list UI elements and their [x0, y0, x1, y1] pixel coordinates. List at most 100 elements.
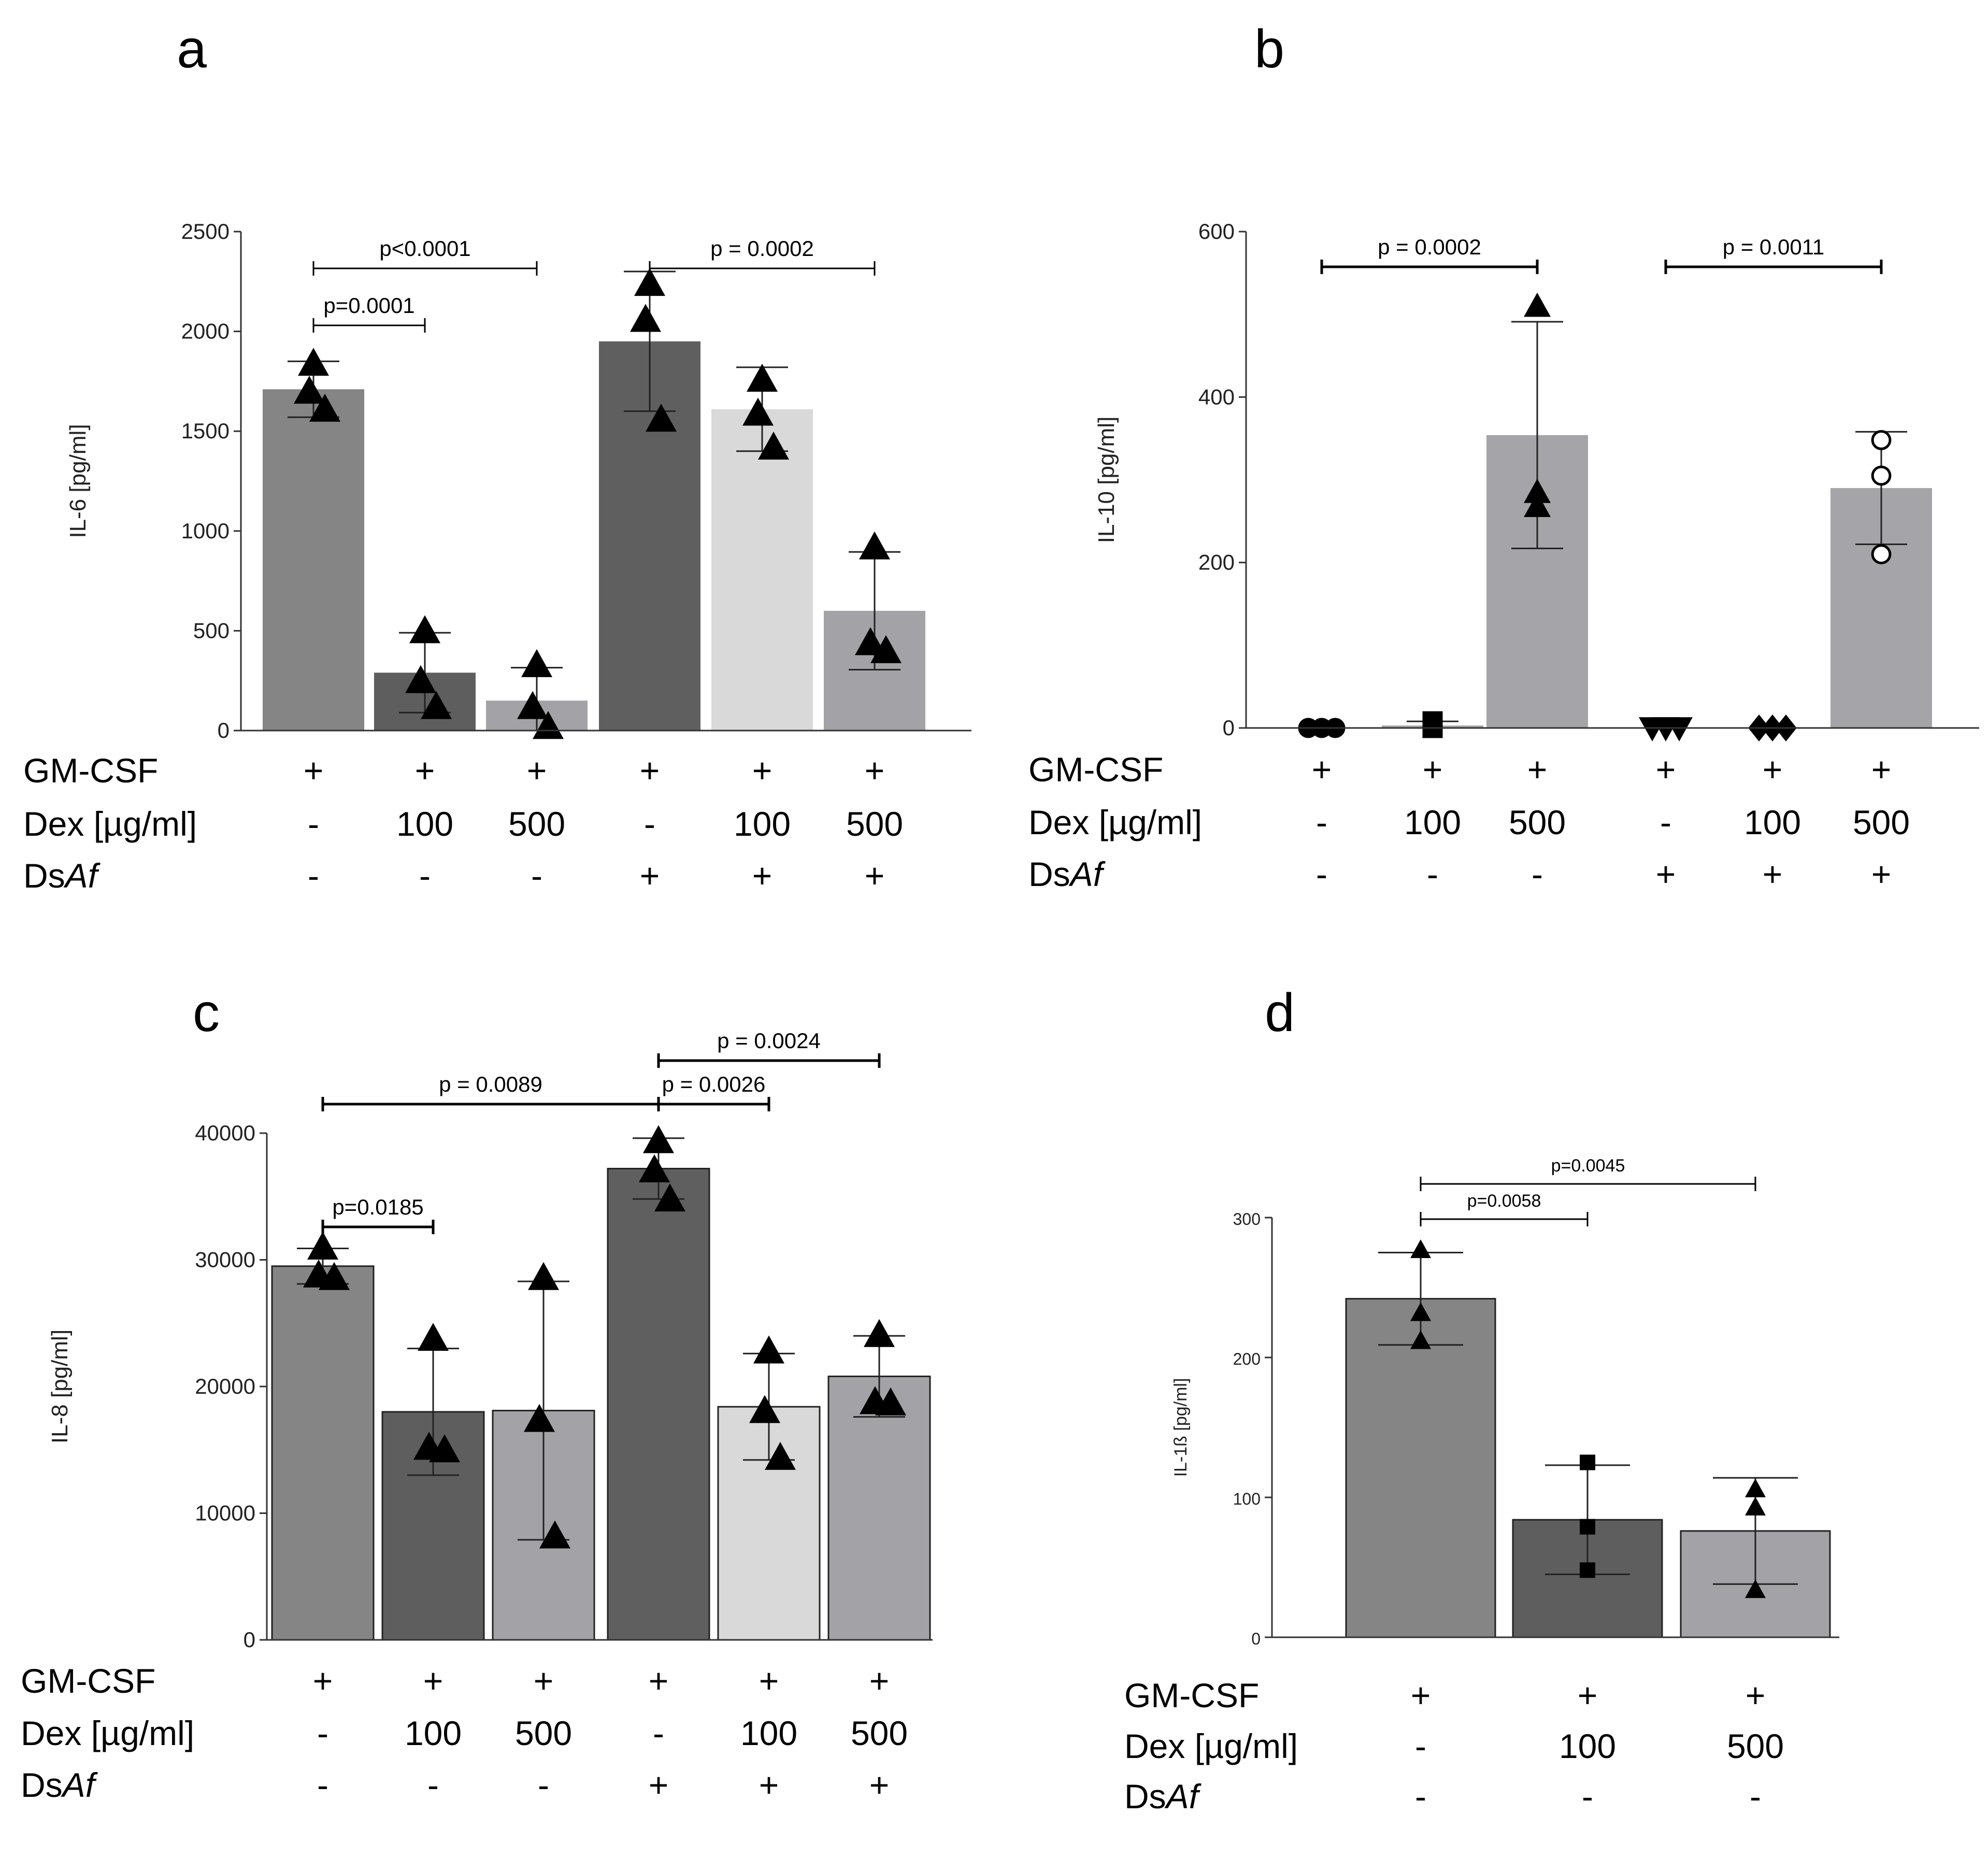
p-value-label: p=0.0045 — [1551, 1156, 1625, 1176]
data-point — [1745, 1579, 1766, 1598]
data-point — [1410, 1239, 1431, 1259]
p-value-label: p = 0.0026 — [662, 1072, 766, 1096]
condition-label: GM-CSF — [21, 1662, 155, 1700]
condition-value: - — [427, 1766, 439, 1804]
condition-value: + — [1746, 1676, 1766, 1714]
data-point — [421, 691, 452, 719]
condition-value: + — [640, 856, 660, 895]
condition-label: Dex [µg/ml] — [23, 805, 197, 843]
y-tick-label: 400 — [1198, 384, 1235, 409]
data-point — [1580, 1454, 1595, 1470]
data-point — [533, 711, 564, 739]
condition-value: + — [1423, 750, 1443, 789]
condition-value: - — [1427, 855, 1438, 893]
p-value-label: p = 0.0089 — [439, 1072, 542, 1096]
condition-value: - — [653, 1714, 664, 1752]
condition-value: + — [304, 751, 324, 790]
y-axis-label: IL-6 [pg/ml] — [65, 424, 91, 538]
condition-value: + — [534, 1662, 554, 1700]
y-tick-label: 100 — [1233, 1490, 1261, 1508]
y-tick-label: 30000 — [195, 1248, 255, 1272]
data-point — [409, 615, 440, 644]
data-point — [765, 1441, 796, 1470]
data-point — [643, 1125, 674, 1153]
condition-label: Dex [µg/ml] — [21, 1714, 194, 1752]
data-point — [859, 531, 890, 560]
data-point — [1745, 1496, 1766, 1516]
data-point — [524, 1404, 555, 1432]
panel-letter: d — [1265, 983, 1295, 1043]
data-point — [309, 393, 340, 422]
condition-value: 500 — [1727, 1727, 1784, 1765]
condition-value: 500 — [1853, 803, 1910, 841]
data-point — [528, 1262, 559, 1290]
condition-value: - — [1415, 1727, 1426, 1765]
p-value-label: p=0.0058 — [1467, 1191, 1541, 1211]
y-tick-label: 300 — [1233, 1210, 1261, 1228]
condition-value: - — [419, 856, 431, 895]
data-point — [1410, 1330, 1431, 1349]
data-point — [298, 348, 329, 376]
data-point — [1871, 430, 1892, 450]
condition-value: 500 — [1509, 803, 1566, 841]
y-tick-label: 200 — [1233, 1350, 1261, 1368]
condition-value: 500 — [846, 805, 903, 843]
data-point — [517, 691, 548, 719]
data-point — [1580, 1519, 1595, 1535]
panel-b: b 0 200 400 600 IL-10 [pg/ml] p = 0.0002 p = 0.… — [1028, 19, 1979, 893]
condition-value: + — [1871, 750, 1892, 789]
data-point — [758, 432, 789, 460]
condition-value: + — [869, 1766, 890, 1804]
data-point — [753, 1335, 784, 1364]
data-point — [639, 1154, 670, 1182]
y-tick-label: 1000 — [181, 519, 230, 543]
y-axis-label: IL-10 [pg/ml] — [1094, 417, 1119, 544]
condition-value: 500 — [851, 1714, 908, 1752]
condition-label: Dex [µg/ml] — [1124, 1727, 1298, 1765]
condition-value: 100 — [405, 1714, 462, 1752]
condition-value: + — [759, 1766, 779, 1804]
data-point — [429, 1434, 460, 1463]
condition-value: + — [1871, 855, 1892, 893]
condition-label: GM-CSF — [1124, 1676, 1259, 1714]
condition-value: 100 — [734, 805, 791, 843]
p-value-label: p = 0.0002 — [1378, 235, 1481, 259]
data-point — [634, 268, 665, 296]
y-axis-label: IL-8 [pg/ml] — [47, 1330, 73, 1443]
data-point — [1580, 1562, 1595, 1578]
y-axis-label: IL-1ß [pg/ml] — [1171, 1378, 1191, 1477]
data-point — [1666, 717, 1693, 741]
condition-value: + — [640, 751, 660, 790]
condition-value: + — [869, 1662, 890, 1700]
data-point — [646, 404, 677, 432]
panel-d: d 0 100 200 300 IL-1ß [pg/ml] p=0.0058 p=0.0045… — [1124, 983, 1839, 1816]
data-point — [418, 1323, 449, 1351]
data-point — [1524, 292, 1551, 317]
panel-letter: c — [193, 983, 220, 1043]
y-tick-label: 2500 — [181, 219, 230, 244]
bar — [711, 409, 813, 731]
panel-letter: b — [1254, 19, 1284, 79]
panel-c: c 0 10000 20000 30000 40000 IL-8 [pg/ml] p=0.01… — [21, 983, 933, 1804]
condition-label: DsAf — [1124, 1777, 1202, 1816]
condition-value: + — [1763, 750, 1783, 789]
condition-label: DsAf — [21, 1766, 98, 1804]
bar — [271, 1265, 375, 1641]
data-point — [294, 376, 325, 404]
condition-value: + — [1312, 750, 1332, 789]
data-point — [864, 1319, 895, 1347]
condition-value: + — [1578, 1676, 1598, 1714]
bar — [607, 1167, 710, 1641]
y-tick-label: 40000 — [195, 1121, 255, 1145]
condition-value: - — [531, 856, 542, 895]
y-tick-label: 0 — [218, 718, 230, 742]
condition-value: + — [313, 1662, 333, 1700]
data-point — [1871, 465, 1892, 486]
condition-value: + — [759, 1662, 779, 1700]
condition-value: 100 — [740, 1714, 797, 1752]
p-value-label: p<0.0001 — [379, 236, 470, 261]
y-tick-label: 20000 — [195, 1374, 255, 1398]
data-point — [1524, 478, 1551, 503]
condition-value: + — [423, 1662, 444, 1700]
